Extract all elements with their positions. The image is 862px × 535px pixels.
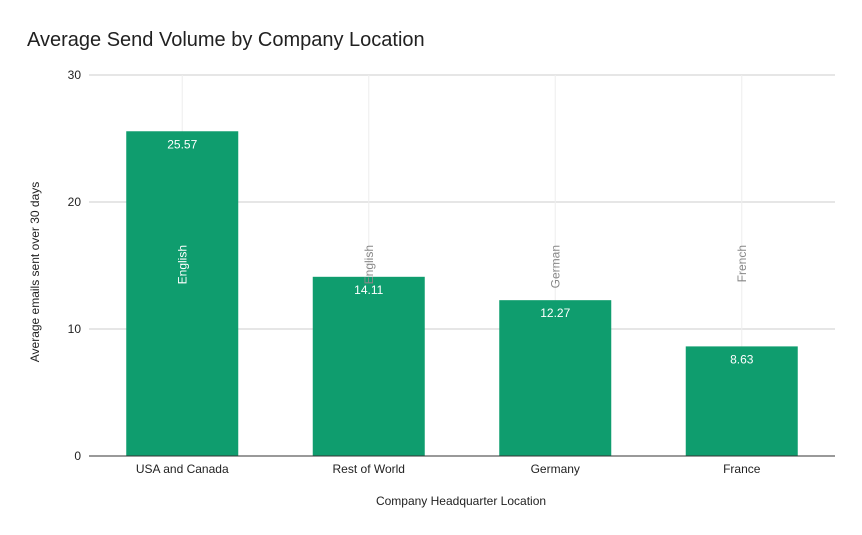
bar xyxy=(126,131,239,457)
x-tick-label: USA and Canada xyxy=(136,462,229,476)
bar xyxy=(312,276,425,456)
annotation-label: French xyxy=(735,245,749,282)
x-axis-title: Company Headquarter Location xyxy=(376,494,546,508)
chart-title: Average Send Volume by Company Location xyxy=(27,29,425,51)
data-label: 8.63 xyxy=(730,352,754,366)
bars xyxy=(126,131,798,457)
data-labels: 25.57English14.11English12.27German8.63F… xyxy=(167,137,754,366)
x-tick-label: Germany xyxy=(531,462,580,476)
annotation-label: German xyxy=(548,245,562,288)
y-axis-ticks: 0 10 20 30 xyxy=(68,68,82,463)
y-tick-label: 20 xyxy=(68,195,82,209)
data-label: 12.27 xyxy=(540,306,570,320)
bar xyxy=(499,300,612,456)
data-label: 14.11 xyxy=(354,283,383,297)
y-axis-title: Average emails sent over 30 days xyxy=(28,182,42,363)
y-tick-label: 0 xyxy=(74,449,81,463)
bar xyxy=(685,346,798,456)
x-axis-ticks: USA and Canada Rest of World Germany France xyxy=(136,462,761,476)
data-label: 25.57 xyxy=(167,137,197,151)
y-tick-label: 30 xyxy=(68,68,82,82)
x-tick-label: France xyxy=(723,462,761,476)
x-tick-label: Rest of World xyxy=(333,462,405,476)
annotation-label: English xyxy=(362,245,376,284)
annotation-label: English xyxy=(175,245,189,284)
y-tick-label: 10 xyxy=(68,322,82,336)
